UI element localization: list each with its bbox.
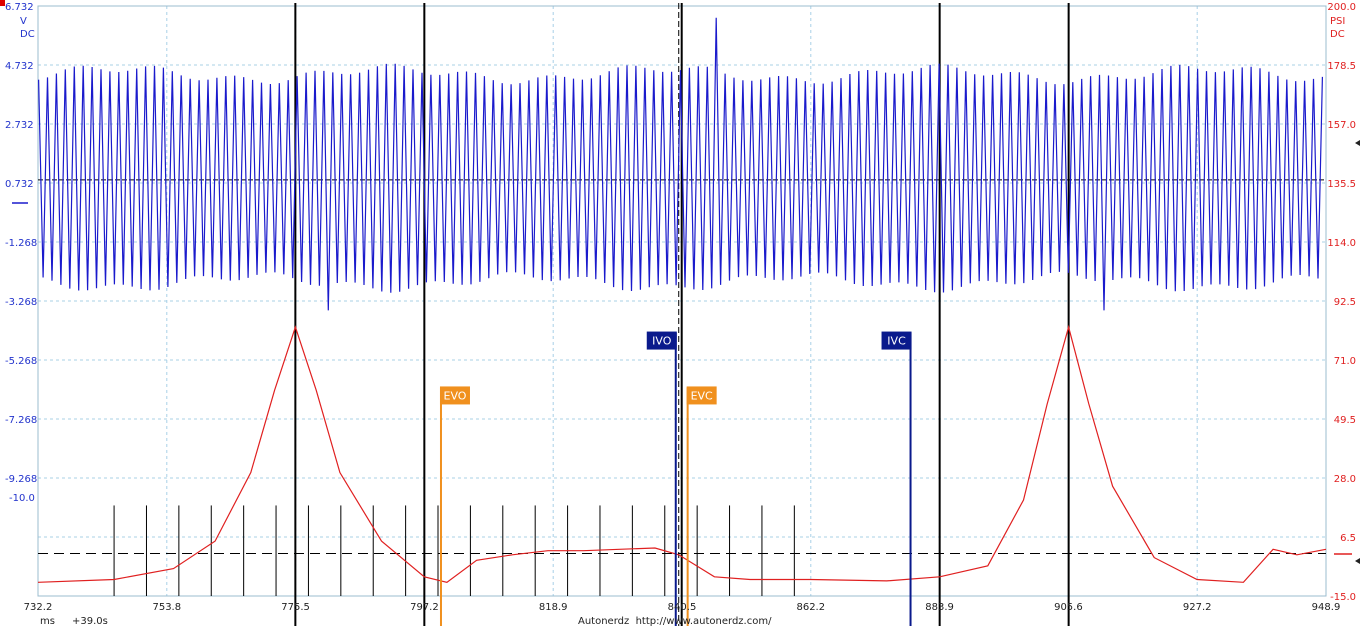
right-tick-label: 135.5 [1327,179,1356,190]
marker-label-evc: EVC [691,389,713,402]
right-tick-label: 71.0 [1334,356,1356,367]
traces [37,17,1327,583]
left-tick-label: -7.268 [5,415,37,426]
marker-flag [439,386,470,405]
right-axis: 200.0 178.5 157.0 135.5 114.0 92.5 71.0 49.5 28.… [1327,2,1360,603]
marker-label-ivo: IVO [652,335,672,348]
time-axis: 732.2 753.8 775.5 797.2 818.9 840.5 862.2 883.9… [24,602,1341,613]
left-tick-label: 2.732 [5,120,34,131]
right-trigger-arrow [1355,140,1360,146]
time-tick-label: 818.9 [539,602,568,613]
footer: ms +39.0s Autonerdz http://www.autonerdz… [40,616,772,627]
right-tick-label: 28.0 [1334,474,1356,485]
time-tick-label: 753.8 [152,602,181,613]
right-tick-label: 114.0 [1327,238,1356,249]
credit-text: Autonerdz http://www.autonerdz.com/ [578,616,772,627]
right-tick-label: 92.5 [1334,297,1356,308]
event-markers[interactable]: EVO IVO EVC IVC [439,331,912,626]
left-tick-label: -3.268 [5,297,37,308]
right-coupling-label: DC [1330,29,1345,40]
marker-flag [646,331,677,350]
time-tick-label: 862.2 [796,602,825,613]
time-tick-label: 905.6 [1054,602,1083,613]
ruler-lines [113,505,795,596]
time-tick-label: 883.9 [925,602,954,613]
time-tick-label: 948.9 [1312,602,1341,613]
time-tick-label: 775.5 [281,602,310,613]
time-unit-label: ms [40,616,55,627]
left-axis: 6.732 4.732 2.732 0.732 -1.268 -3.268 -5.268 -7… [0,0,37,504]
left-tick-label: 4.732 [5,61,34,72]
right-tick-label: 178.5 [1327,61,1356,72]
right-unit-label: PSI [1330,16,1345,27]
right-tick-label: 6.5 [1340,533,1356,544]
left-coupling-label: DC [20,29,35,40]
marker-label-evo: EVO [444,389,467,402]
left-tick-label: -9.268 [5,474,37,485]
left-tick-label: 0.732 [5,179,34,190]
left-tick-label: 6.732 [5,2,34,13]
left-tick-label: -5.268 [5,356,37,367]
right-tick-label: -15.0 [1330,592,1356,603]
time-tick-label: 797.2 [410,602,439,613]
time-tick-label: 927.2 [1183,602,1212,613]
right-tick-label: 49.5 [1334,415,1356,426]
marker-flag [686,386,717,405]
time-offset-label: +39.0s [72,616,108,627]
marker-flag [881,331,912,350]
time-tick-label: 732.2 [24,602,53,613]
left-tick-label: -1.268 [5,238,37,249]
voltage-trace [38,17,1323,311]
left-unit-label: V [20,16,27,27]
right-tick-label: 157.0 [1327,120,1356,131]
right-tick-label: 200.0 [1327,2,1356,13]
right-level-arrow [1355,558,1360,564]
pressure-trace [37,324,1327,583]
time-tick-label: 840.5 [668,602,697,613]
marker-label-ivc: IVC [887,335,906,348]
left-bottom-label: -10.0 [9,493,35,504]
left-corner-marker [0,0,5,6]
